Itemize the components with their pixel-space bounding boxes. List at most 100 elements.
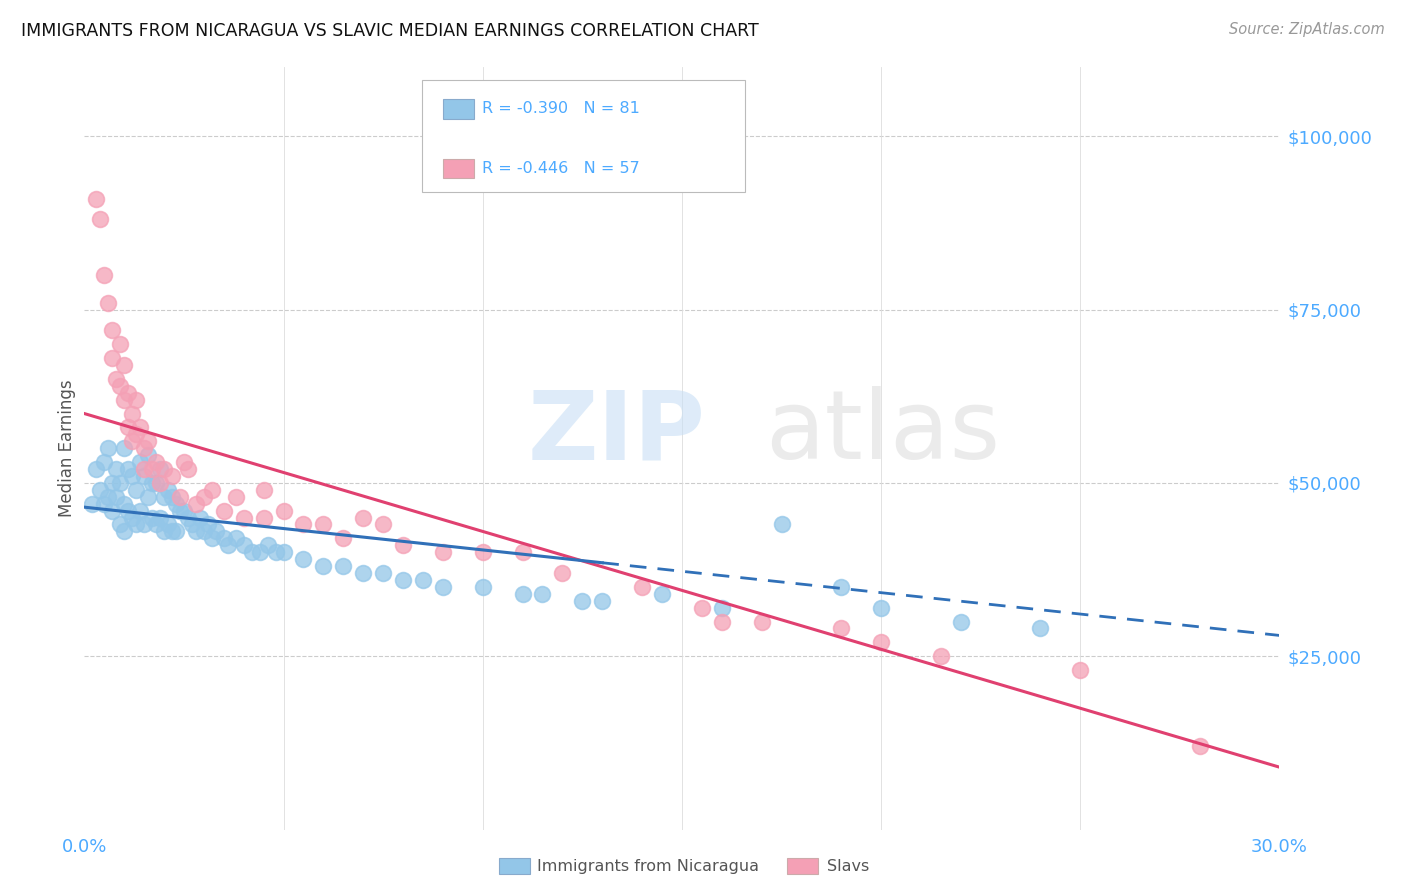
- Point: [86, 462, 108, 476]
- Point: [949, 615, 972, 629]
- Point: [312, 517, 335, 532]
- Point: [412, 573, 434, 587]
- Point: [101, 503, 124, 517]
- Point: [591, 594, 613, 608]
- Point: [225, 532, 247, 546]
- Point: [217, 538, 239, 552]
- Point: [512, 587, 534, 601]
- Point: [110, 475, 132, 490]
- Point: [112, 524, 135, 539]
- Point: [125, 517, 148, 532]
- Point: [392, 538, 415, 552]
- Point: [1188, 739, 1211, 754]
- Point: [93, 268, 115, 282]
- Point: [132, 469, 156, 483]
- Point: [225, 490, 247, 504]
- Point: [93, 497, 115, 511]
- Point: [373, 517, 395, 532]
- Point: [332, 532, 354, 546]
- Point: [352, 510, 374, 524]
- Point: [117, 462, 139, 476]
- Point: [125, 392, 148, 407]
- Point: [830, 622, 852, 636]
- Point: [173, 503, 195, 517]
- Point: [117, 420, 139, 434]
- Point: [136, 448, 159, 462]
- Point: [101, 351, 124, 365]
- Point: [571, 594, 593, 608]
- Point: [105, 462, 128, 476]
- Point: [125, 483, 148, 497]
- Point: [830, 580, 852, 594]
- Point: [173, 455, 195, 469]
- Point: [193, 490, 215, 504]
- Point: [160, 524, 183, 539]
- Point: [432, 545, 454, 559]
- Point: [870, 600, 893, 615]
- Point: [125, 427, 148, 442]
- Text: IMMIGRANTS FROM NICARAGUA VS SLAVIC MEDIAN EARNINGS CORRELATION CHART: IMMIGRANTS FROM NICARAGUA VS SLAVIC MEDI…: [21, 22, 759, 40]
- Point: [157, 483, 180, 497]
- Point: [690, 600, 713, 615]
- Point: [105, 490, 128, 504]
- Point: [631, 580, 654, 594]
- Point: [141, 462, 163, 476]
- Point: [117, 385, 139, 400]
- Point: [392, 573, 415, 587]
- Point: [432, 580, 454, 594]
- Point: [110, 337, 132, 351]
- Point: [129, 455, 152, 469]
- Point: [117, 503, 139, 517]
- Point: [149, 475, 172, 490]
- Point: [112, 358, 135, 372]
- Point: [101, 323, 124, 337]
- Point: [751, 615, 773, 629]
- Point: [188, 510, 211, 524]
- Text: Slavs: Slavs: [827, 859, 869, 873]
- Point: [273, 545, 295, 559]
- Point: [184, 524, 207, 539]
- Point: [89, 212, 111, 227]
- Point: [201, 483, 224, 497]
- Point: [121, 510, 143, 524]
- Point: [145, 475, 167, 490]
- Point: [512, 545, 534, 559]
- Point: [157, 517, 180, 532]
- Point: [184, 497, 207, 511]
- Point: [232, 538, 254, 552]
- Point: [710, 615, 733, 629]
- Point: [97, 490, 120, 504]
- Point: [193, 524, 215, 539]
- Point: [264, 545, 287, 559]
- Point: [1029, 622, 1052, 636]
- Point: [132, 517, 156, 532]
- Point: [145, 517, 167, 532]
- Text: R = -0.446   N = 57: R = -0.446 N = 57: [482, 161, 640, 176]
- Point: [145, 455, 167, 469]
- Point: [112, 497, 135, 511]
- Point: [177, 510, 200, 524]
- Point: [256, 538, 278, 552]
- Point: [105, 372, 128, 386]
- Point: [112, 441, 135, 455]
- Point: [551, 566, 574, 580]
- Text: Immigrants from Nicaragua: Immigrants from Nicaragua: [537, 859, 759, 873]
- Point: [93, 455, 115, 469]
- Point: [253, 510, 276, 524]
- Point: [97, 295, 120, 310]
- Text: R = -0.390   N = 81: R = -0.390 N = 81: [482, 102, 640, 116]
- Point: [153, 462, 176, 476]
- Point: [132, 441, 156, 455]
- Point: [249, 545, 271, 559]
- Point: [169, 490, 191, 504]
- Text: atlas: atlas: [766, 386, 1001, 480]
- Point: [121, 469, 143, 483]
- Point: [312, 559, 335, 574]
- Point: [165, 524, 187, 539]
- Point: [531, 587, 554, 601]
- Point: [292, 517, 315, 532]
- Point: [82, 497, 104, 511]
- Point: [232, 510, 254, 524]
- Point: [292, 552, 315, 566]
- Point: [86, 192, 108, 206]
